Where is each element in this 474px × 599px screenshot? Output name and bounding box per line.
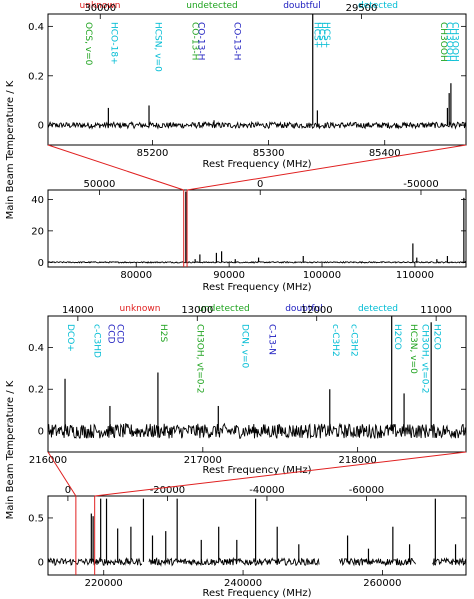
x-tick-label: 90000 [213, 270, 245, 281]
top-x-tick-label: 30000 [84, 3, 116, 14]
top-x-tick-label: 50000 [84, 179, 116, 190]
zoom-connector-right [94, 451, 467, 497]
y-axis-label-top: Main Beam Temperature / K [5, 80, 16, 219]
legend-bottom: unknown undetected doubtful detected [120, 304, 398, 314]
molecule-label: CO-13-H [195, 22, 205, 60]
top-x-tick-label: 14000 [62, 305, 94, 316]
legend-item-detected: detected [358, 1, 398, 11]
molecule-label: HCSN, v=0 [153, 22, 163, 72]
panel-band-2-zoom: 216000 217000 218000 14000 13000 12000 11000 0 0… [28, 305, 467, 466]
molecule-label: CO-13-H [231, 22, 241, 60]
legend-item-doubtful: doubtful [285, 304, 323, 314]
y-tick-label: 0.4 [28, 22, 44, 33]
molecule-label: HCS+ [312, 22, 322, 48]
plot-frame [47, 315, 467, 453]
x-tick-label: 80000 [120, 270, 152, 281]
legend-item-unknown: unknown [120, 304, 161, 314]
plot-frame [47, 13, 467, 146]
x-axis-label-panel-3: Rest Frequency (MHz) [203, 465, 312, 476]
y-tick-label: 40 [31, 195, 44, 206]
x-tick-label: 85400 [369, 148, 401, 159]
spectrum-trace [47, 422, 467, 440]
molecule-label: HCO-18+ [108, 22, 118, 65]
molecule-label: DCO+ [65, 324, 75, 352]
molecule-label: c-C3HD [91, 324, 101, 358]
top-x-tick-label: 0 [65, 485, 71, 496]
molecule-label: CH3OOH [444, 22, 454, 62]
legend-item-undetected: undetected [186, 1, 237, 11]
molecule-label: C-13-N [266, 324, 276, 355]
top-x-tick-label: -50000 [403, 179, 438, 190]
molecule-label: c-C3H2 [348, 324, 358, 357]
top-x-tick-label: 13000 [181, 305, 213, 316]
top-x-tick-label: 0 [257, 179, 263, 190]
molecule-label: HCS+ [321, 22, 331, 48]
top-x-tick-label: 29500 [346, 3, 378, 14]
y-tick-label: 0.4 [28, 343, 44, 354]
legend-item-doubtful: doubtful [283, 1, 321, 11]
x-tick-label: 85300 [253, 148, 285, 159]
y-axis-label-bottom: Main Beam Temperature / K [5, 380, 16, 519]
x-tick-label: 110000 [396, 270, 434, 281]
molecule-label: DCN, v=0 [240, 324, 250, 369]
molecule-label: H2CO [392, 324, 402, 350]
x-tick-label: 217000 [184, 455, 222, 466]
spectrum-trace [338, 557, 416, 567]
spectrum-trace [148, 556, 320, 567]
top-x-tick-label: 12000 [301, 305, 333, 316]
molecule-label: CH3OH, vt=0-2 [420, 324, 430, 393]
spectrum-trace [47, 120, 467, 130]
molecule-label: CH3OOH [438, 22, 448, 62]
x-axis-label-panel-4: Rest Frequency (MHz) [203, 588, 312, 599]
zoom-connector-left [47, 451, 77, 497]
spectrum-trace [432, 556, 466, 567]
zoom-connector-right [186, 144, 467, 191]
y-tick-label: 0.2 [28, 71, 44, 82]
x-tick-label: 100000 [303, 270, 341, 281]
y-tick-label: 0 [38, 427, 44, 438]
molecule-label: CCD [106, 324, 116, 344]
molecule-label: c-C3H2 [330, 324, 340, 357]
y-tick-label: 0.2 [28, 385, 44, 396]
legend-item-detected: detected [358, 304, 398, 314]
plot-frame [47, 189, 467, 268]
molecule-label: CCD [114, 324, 124, 344]
panel-band-1-overview: 80000 90000 100000 110000 50000 0 -50000 0 20 40 [31, 179, 467, 281]
x-tick-label: 85200 [137, 148, 169, 159]
x-tick-label: 260000 [363, 578, 401, 589]
panel-band-2-overview: 220000 240000 260000 0 -20000 -40000 -60000 0 0.… [28, 485, 467, 589]
legend-top: unknown undetected doubtful detected [80, 1, 398, 11]
plot-frame [47, 495, 467, 576]
molecule-label: CH3OH, vt=0-2 [194, 324, 204, 393]
top-x-tick-label: -40000 [249, 485, 284, 496]
top-x-tick-label: -60000 [349, 485, 384, 496]
y-tick-label: 0.5 [28, 513, 44, 524]
y-tick-label: 0 [38, 557, 44, 568]
spectrum-trace [47, 260, 467, 264]
molecule-label: HCS+ [316, 22, 326, 48]
molecule-label: CH3OOH [450, 22, 460, 62]
molecule-label: HC3N, v=0 [408, 324, 418, 374]
molecule-label: H2S [158, 324, 168, 342]
y-tick-label: 20 [31, 226, 44, 237]
molecule-label: OCS, v=0 [83, 22, 93, 66]
y-tick-label: 0 [38, 121, 44, 132]
legend-item-undetected: undetected [198, 304, 249, 314]
top-x-tick-label: -20000 [150, 485, 185, 496]
panel-band-1-zoom: 85200 85300 85400 30000 29500 0 0.2 0.4 OCS, v=0… [28, 3, 467, 159]
x-tick-label: 220000 [85, 578, 123, 589]
y-tick-label: 0 [38, 258, 44, 269]
x-tick-label: 216000 [29, 455, 67, 466]
molecule-label: CO-13-H [190, 22, 200, 60]
top-x-tick-label: 11000 [420, 305, 452, 316]
x-tick-label: 218000 [339, 455, 377, 466]
zoom-connector-left [47, 144, 184, 191]
legend-item-unknown: unknown [80, 1, 121, 11]
molecule-label: H2CO [431, 324, 441, 350]
x-tick-label: 240000 [224, 578, 262, 589]
x-axis-label-panel-1: Rest Frequency (MHz) [203, 159, 312, 170]
x-axis-label-panel-2: Rest Frequency (MHz) [203, 282, 312, 293]
